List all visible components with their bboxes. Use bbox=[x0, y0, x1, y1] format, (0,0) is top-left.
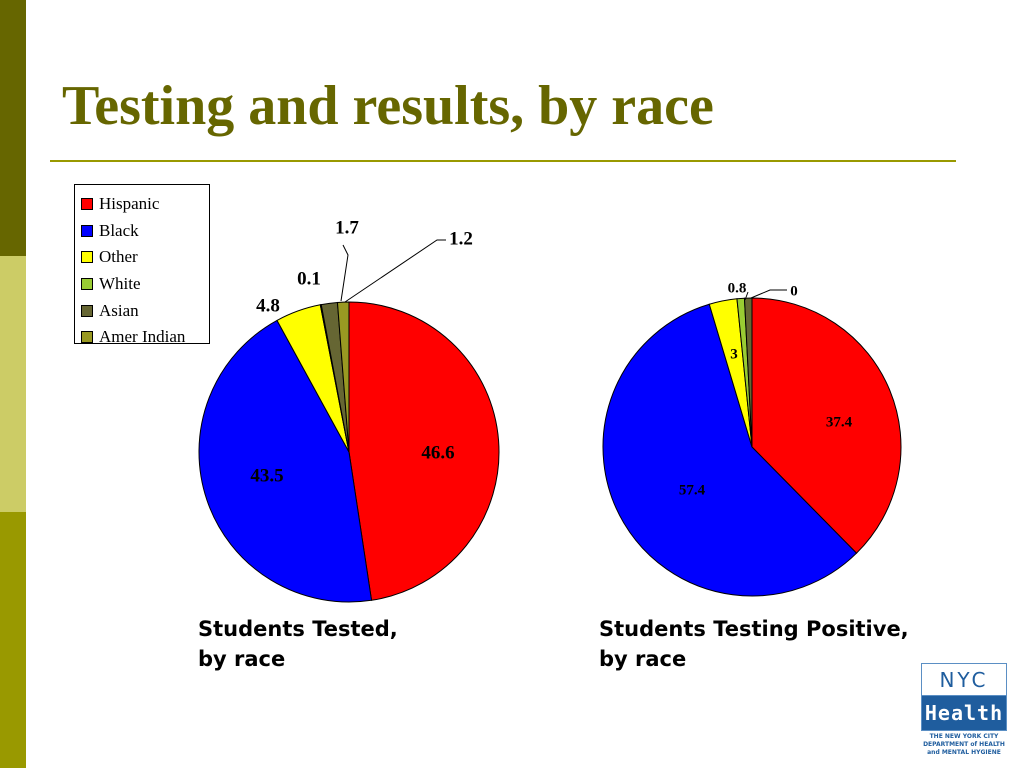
leader-line bbox=[340, 244, 349, 302]
legend-item: White bbox=[81, 271, 209, 298]
legend-swatch bbox=[81, 278, 93, 291]
pie-slice-amer-indian bbox=[336, 301, 350, 453]
legend-item: Black bbox=[81, 218, 209, 245]
nyc-health-logo: NYC Health THE NEW YORK CITY DEPARTMENT … bbox=[921, 663, 1007, 763]
legend-label: Asian bbox=[99, 300, 139, 320]
caption-students-positive: Students Testing Positive, by race bbox=[599, 614, 909, 674]
legend-item: Hispanic bbox=[81, 191, 209, 218]
leader-line bbox=[744, 291, 749, 301]
leader-line bbox=[750, 289, 787, 299]
side-band-bottom bbox=[0, 512, 26, 768]
legend-label: Hispanic bbox=[99, 194, 160, 214]
logo-line2: DEPARTMENT of HEALTH bbox=[923, 741, 1005, 748]
pie-slice-hispanic bbox=[348, 301, 500, 601]
caption-right-line1: Students Testing Positive, bbox=[599, 617, 909, 641]
legend-label: Black bbox=[99, 220, 139, 240]
caption-students-tested: Students Tested, by race bbox=[198, 614, 398, 674]
legend-label: Other bbox=[99, 247, 138, 267]
legend-swatch bbox=[81, 251, 93, 264]
data-label: 57.4 bbox=[679, 482, 706, 498]
pie-chart-2: 37.4 57.4 3 0.8 0 bbox=[602, 280, 902, 597]
data-label: 3 bbox=[730, 346, 738, 362]
logo-health-text: Health bbox=[922, 696, 1006, 730]
data-label: 1.7 bbox=[335, 217, 359, 238]
legend-item: Asian bbox=[81, 297, 209, 324]
data-label: 0.1 bbox=[297, 268, 321, 289]
side-band-top bbox=[0, 0, 26, 256]
pie-slice-hispanic bbox=[751, 297, 902, 554]
side-band-middle bbox=[0, 256, 26, 512]
data-label: 1.2 bbox=[449, 228, 473, 249]
data-label: 0 bbox=[790, 283, 798, 299]
pie-slice-black bbox=[602, 303, 858, 597]
legend-label: White bbox=[99, 274, 141, 294]
logo-line1: THE NEW YORK CITY bbox=[929, 733, 999, 740]
data-label: 43.5 bbox=[250, 465, 283, 486]
pie-slice-black bbox=[198, 319, 373, 603]
data-label: 46.6 bbox=[421, 442, 454, 463]
legend-swatch bbox=[81, 304, 93, 317]
legend-item: Amer Indian bbox=[81, 324, 209, 351]
caption-right-line2: by race bbox=[599, 647, 687, 671]
caption-left-line2: by race bbox=[198, 647, 286, 671]
leader-line bbox=[344, 239, 446, 303]
logo-line3: and MENTAL HYGIENE bbox=[927, 749, 1001, 756]
legend-swatch bbox=[81, 198, 93, 211]
legend-item: Other bbox=[81, 244, 209, 271]
caption-left-line1: Students Tested, bbox=[198, 617, 398, 641]
legend-label: Amer Indian bbox=[99, 327, 186, 347]
chart-legend: Hispanic Black Other White Asian Amer Indian bbox=[74, 184, 210, 346]
logo-nyc-text: NYC bbox=[922, 664, 1006, 696]
legend-swatch bbox=[81, 224, 93, 237]
logo-department-text: THE NEW YORK CITY DEPARTMENT of HEALTH a… bbox=[921, 733, 1007, 757]
title-rule bbox=[50, 160, 956, 162]
slide-title: Testing and results, by race bbox=[62, 75, 714, 137]
data-label: 4.8 bbox=[256, 295, 280, 316]
pie-chart-1: 46.6 43.5 4.8 0.1 1.7 1.2 bbox=[198, 217, 500, 603]
data-label: 37.4 bbox=[826, 414, 853, 430]
legend-swatch bbox=[81, 331, 93, 344]
data-label: 0.8 bbox=[728, 280, 747, 296]
